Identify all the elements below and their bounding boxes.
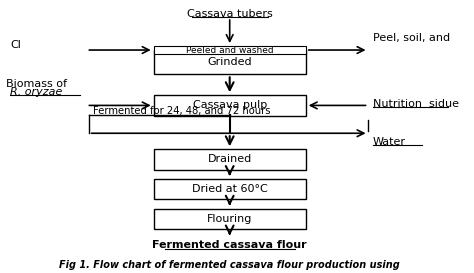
Text: Cassava tubers: Cassava tubers bbox=[187, 8, 273, 19]
Text: Peel, soil, and: Peel, soil, and bbox=[373, 33, 450, 43]
Text: Dried at 60°C: Dried at 60°C bbox=[192, 184, 268, 194]
FancyBboxPatch shape bbox=[154, 209, 306, 229]
FancyBboxPatch shape bbox=[154, 50, 306, 74]
Text: Biomass of: Biomass of bbox=[6, 79, 67, 89]
Text: Flouring: Flouring bbox=[207, 214, 252, 224]
Text: Cl: Cl bbox=[10, 40, 21, 50]
Text: Nutrition  sidue: Nutrition sidue bbox=[373, 99, 459, 109]
Text: Cassava pulp: Cassava pulp bbox=[192, 100, 267, 110]
Text: Fig 1. Flow chart of fermented cassava flour production using: Fig 1. Flow chart of fermented cassava f… bbox=[59, 260, 400, 270]
FancyBboxPatch shape bbox=[154, 179, 306, 199]
Text: Grinded: Grinded bbox=[208, 57, 252, 67]
FancyBboxPatch shape bbox=[154, 95, 306, 115]
FancyBboxPatch shape bbox=[154, 149, 306, 170]
Text: Peeled and washed: Peeled and washed bbox=[186, 46, 273, 55]
Text: Water: Water bbox=[373, 137, 406, 147]
Text: R. oryzae: R. oryzae bbox=[10, 87, 63, 97]
Text: Fermented cassava flour: Fermented cassava flour bbox=[152, 240, 307, 250]
Text: Drained: Drained bbox=[208, 155, 252, 164]
Text: Fermented for 24, 48, and 72 hours: Fermented for 24, 48, and 72 hours bbox=[93, 106, 271, 116]
FancyBboxPatch shape bbox=[154, 46, 306, 54]
